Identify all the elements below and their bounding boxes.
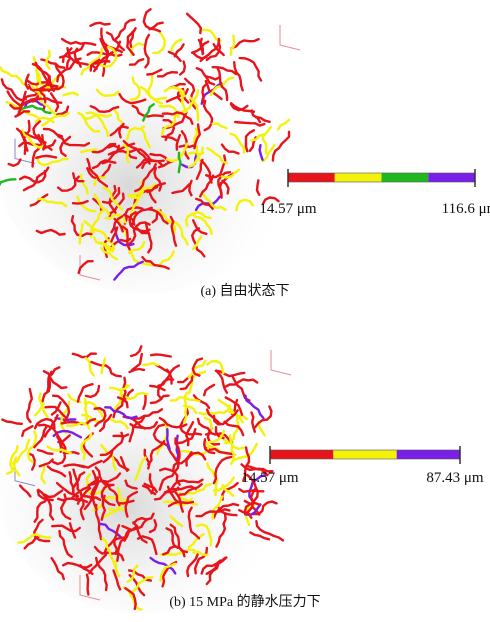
figure-canvas: 14.57 μm 116.6 μm (a) 自由状态下 14.57 μm 87.43 μ… [0,0,490,622]
colorbar-max-label: 116.6 μm [442,201,490,217]
colorbar-segment [428,173,475,182]
colorbar-segment [382,173,429,182]
pore-throat [87,575,88,595]
pore-network-image [0,9,300,293]
panel-caption: (b) 15 MPa 的静水压力下 [169,594,320,610]
pore-throat [109,509,124,511]
colorbar-min-label: 14.57 μm [259,201,317,217]
colorbar-max-label: 87.43 μm [426,470,484,486]
panel-caption: (a) 自由状态下 [200,283,289,299]
colorbar-segment [397,450,460,459]
colorbar-segment [333,450,396,459]
colorbar-segment [270,450,333,459]
colorbar-min-label: 14.57 μm [241,470,299,486]
axis-corner [280,25,300,50]
colorbar-segment [335,173,382,182]
figure: 14.57 μm 116.6 μm (a) 自由状态下 14.57 μm 87.43 μ… [0,0,490,622]
pore-throat [91,23,110,26]
axis-corner [271,350,291,375]
pore-throat [232,39,259,48]
colorbar-segment [288,173,335,182]
